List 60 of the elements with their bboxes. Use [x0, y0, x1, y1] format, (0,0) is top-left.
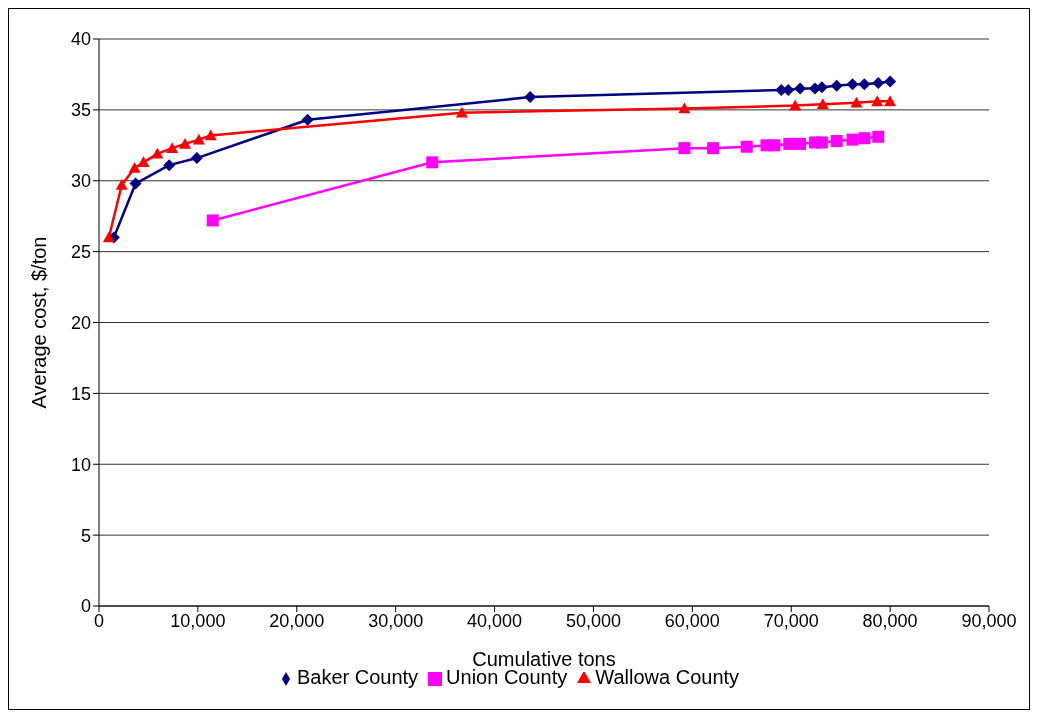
y-axis-title: Average cost, $/ton: [28, 236, 51, 409]
point: [816, 98, 829, 109]
point: [858, 78, 871, 91]
x-tick-label: 20,000: [269, 610, 325, 631]
point: [455, 106, 468, 118]
point: [192, 133, 205, 145]
point: [301, 113, 314, 126]
y-tick-label: 35: [70, 100, 91, 121]
point: [884, 75, 897, 88]
point: [129, 177, 142, 190]
point: [884, 95, 897, 107]
point: [858, 132, 871, 145]
point: [678, 102, 691, 114]
y-tick-label: 30: [70, 171, 91, 192]
legend-label: Baker County: [296, 666, 419, 688]
x-tick-label: 90,000: [961, 610, 1017, 631]
y-tick-label: 0: [80, 596, 91, 617]
x-tick-label: 30,000: [368, 610, 424, 631]
point: [179, 137, 192, 149]
point: [151, 147, 164, 159]
point: [830, 79, 843, 92]
y-tick-label: 25: [70, 242, 91, 263]
x-tick-label: 50,000: [565, 610, 621, 631]
point: [204, 129, 217, 141]
y-tick-label: 10: [70, 454, 91, 475]
point: [128, 161, 141, 173]
point: [190, 152, 203, 165]
point: [815, 136, 828, 149]
x-tick-label: 70,000: [763, 610, 819, 631]
point: [872, 76, 885, 89]
point: [102, 231, 115, 243]
point: [794, 137, 807, 150]
x-tick-label: 10,000: [170, 610, 226, 631]
point: [137, 156, 150, 168]
point: [206, 214, 219, 227]
point: [794, 82, 807, 95]
x-tick-label: 0: [93, 610, 105, 631]
point: [872, 130, 885, 143]
point: [166, 142, 179, 153]
y-tick-label: 5: [80, 525, 91, 546]
x-tick-label: 60,000: [664, 610, 720, 631]
y-tick-label: 15: [70, 383, 91, 404]
point: [707, 142, 720, 155]
point: [846, 78, 859, 91]
point: [830, 135, 843, 148]
point: [163, 159, 176, 172]
y-tick-label: 20: [70, 312, 91, 333]
point: [789, 99, 802, 111]
point: [115, 179, 128, 190]
point: [871, 95, 884, 107]
y-tick-label: 40: [70, 29, 91, 50]
point: [846, 133, 859, 146]
point: [783, 137, 796, 150]
point: [740, 140, 753, 153]
point: [768, 139, 781, 152]
point: [426, 156, 439, 169]
point: [850, 96, 863, 108]
x-tick-label: 40,000: [467, 610, 523, 631]
point: [678, 142, 691, 155]
x-tick-label: 80,000: [862, 610, 918, 631]
